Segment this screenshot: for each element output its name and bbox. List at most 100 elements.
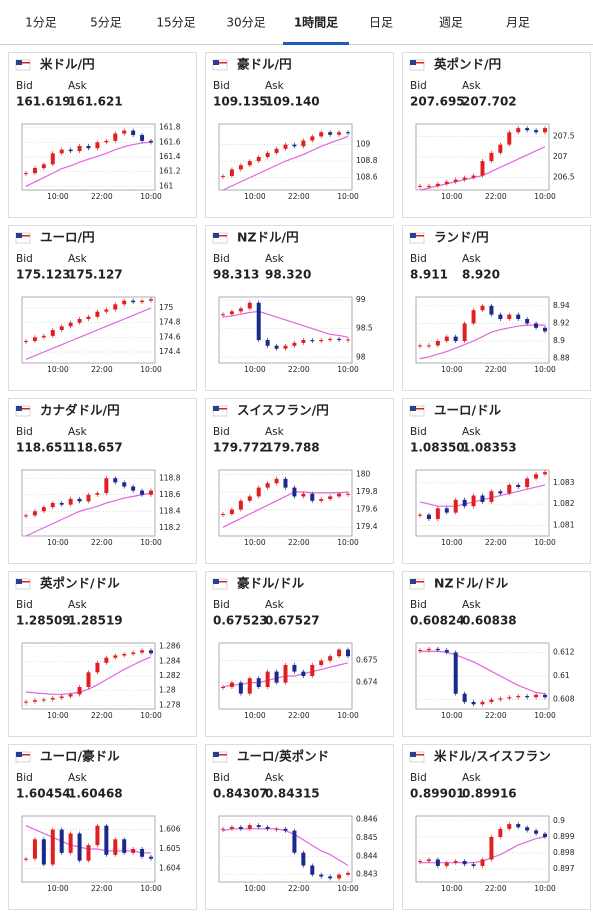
candle (337, 338, 342, 341)
tab[interactable]: 日足 (369, 16, 393, 30)
pair-title[interactable]: 米ドル/スイスフラン (433, 749, 551, 764)
candle (274, 345, 279, 349)
flag-icon-part (410, 406, 416, 411)
flag-icon-part (416, 581, 424, 583)
candle (319, 340, 324, 342)
pair-title[interactable]: 豪ドル/ドル (237, 576, 305, 591)
candle (41, 507, 46, 512)
pair-title[interactable]: カナダドル/円 (40, 403, 120, 418)
y-tick-label: 180 (356, 469, 371, 478)
candle (435, 341, 440, 346)
candle (489, 305, 494, 315)
candle (149, 650, 153, 654)
quote-card[interactable]: NZドル/円 Bid Ask 98.313 98.320 98 98.5 99 10:00 22:… (205, 225, 394, 391)
x-tick-label: 10:00 (47, 884, 69, 893)
candle (525, 319, 530, 324)
ask-value: 0.67527 (265, 614, 320, 628)
y-tick-label: 8.92 (553, 318, 570, 327)
candle (418, 345, 422, 347)
candle (471, 175, 476, 178)
candle (543, 128, 547, 133)
flag-icon-part (410, 60, 416, 65)
ask-label: Ask (265, 80, 285, 92)
ask-value: 0.89916 (462, 787, 517, 801)
pair-title[interactable]: ユーロ/豪ドル (40, 749, 120, 764)
chart-frame (218, 815, 353, 883)
y-tick-label: 174.4 (159, 347, 181, 356)
candle (283, 345, 288, 349)
candle (534, 130, 539, 133)
pair-title[interactable]: 英ポンド/ドル (40, 576, 120, 591)
candle (471, 864, 476, 866)
candle (24, 515, 28, 517)
tab[interactable]: 1時間足 (294, 15, 338, 30)
candle (41, 839, 46, 865)
ask-label: Ask (68, 253, 88, 265)
candle (149, 299, 153, 301)
pair-title[interactable]: NZドル/ドル (434, 576, 509, 591)
pair-title[interactable]: 英ポンド/円 (434, 57, 501, 72)
pair-title[interactable]: ユーロ/英ポンド (237, 749, 329, 764)
moving-average (419, 324, 545, 360)
ask-label: Ask (265, 599, 285, 611)
pair-title[interactable]: ユーロ/ドル (434, 403, 502, 418)
candle (256, 487, 261, 497)
candle (283, 665, 288, 683)
candle (328, 496, 333, 500)
ask-value: 98.320 (265, 268, 311, 282)
bid-label: Bid (213, 253, 230, 265)
y-tick-label: 1.081 (553, 520, 575, 529)
candle (462, 861, 467, 865)
ask-label: Ask (68, 599, 88, 611)
bid-label: Bid (16, 772, 33, 784)
x-tick-label: 10:00 (441, 365, 463, 374)
pair-title[interactable]: 米ドル/円 (39, 57, 95, 72)
pair-title[interactable]: ユーロ/円 (40, 230, 95, 245)
candle (525, 827, 530, 831)
candle (24, 701, 28, 703)
candle (534, 474, 539, 479)
pair-title[interactable]: スイスフラン/円 (237, 403, 329, 418)
tab[interactable]: 週足 (439, 16, 463, 30)
y-tick-label: 0.897 (553, 864, 575, 873)
bid-label: Bid (213, 426, 230, 438)
x-tick-label: 22:00 (288, 365, 310, 374)
quote-card[interactable]: ランド/円 Bid Ask 8.911 8.920 8.88 8.9 8.92 8.94 10:0… (402, 225, 591, 391)
tab[interactable]: 15分足 (156, 16, 195, 30)
flag-icon-part (16, 406, 22, 411)
candle (221, 687, 225, 688)
candle (310, 340, 315, 342)
candle (310, 493, 315, 501)
candle (301, 340, 306, 343)
y-tick-label: 161.6 (159, 137, 181, 146)
tab[interactable]: 5分足 (90, 16, 122, 30)
pair-title[interactable]: 豪ドル/円 (237, 57, 292, 72)
tab[interactable]: 30分足 (226, 16, 265, 30)
candle (122, 482, 127, 487)
pair-title[interactable]: NZドル/円 (237, 230, 299, 245)
moving-average (25, 492, 152, 537)
flag-icon-part (16, 233, 22, 238)
y-tick-label: 0.845 (356, 833, 378, 842)
candle (507, 824, 512, 829)
tab[interactable]: 1分足 (25, 16, 57, 30)
pair-title[interactable]: ランド/円 (434, 230, 489, 245)
candle (104, 309, 109, 312)
tab[interactable]: 月足 (506, 16, 530, 30)
candle (131, 652, 136, 654)
candle (140, 135, 145, 141)
bid-label: Bid (410, 426, 427, 438)
